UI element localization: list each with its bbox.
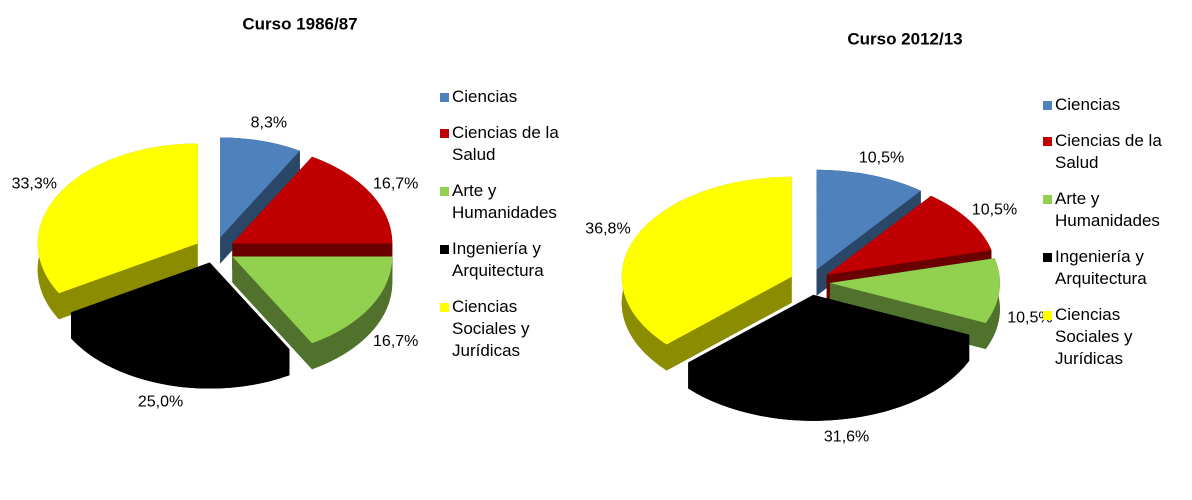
legend-swatch (1043, 253, 1052, 262)
slice-wall (688, 334, 970, 421)
slice (688, 294, 970, 395)
legend-swatch (440, 303, 449, 312)
chart-title: Curso 2012/13 (847, 29, 962, 48)
legend-label: Ciencias de la Salud (1055, 131, 1162, 172)
pie (37, 137, 393, 389)
legend-item: Ciencias de la Salud (1043, 130, 1173, 174)
legend-item: Ciencias Sociales y Jurídicas (440, 296, 580, 362)
legend-item: Arte y Humanidades (440, 180, 580, 224)
legend-label: Ciencias Sociales y Jurídicas (452, 297, 530, 360)
legend-label: Ciencias (1055, 95, 1121, 114)
slice (826, 195, 992, 275)
slice (232, 256, 393, 344)
slice (816, 169, 921, 270)
slice-wall (71, 312, 290, 389)
data-label: 36,8% (585, 221, 630, 238)
legend-item: Ingeniería y Arquitectura (1043, 246, 1173, 290)
legend-swatch (1043, 101, 1052, 110)
data-label: 31,6% (824, 428, 869, 445)
legend-label: Ingeniería y Arquitectura (452, 239, 544, 280)
legend-label: Arte y Humanidades (1055, 189, 1160, 230)
data-label: 8,3% (251, 115, 287, 132)
data-label: 10,5% (1007, 310, 1052, 327)
legend-swatch (440, 245, 449, 254)
data-label: 33,3% (12, 176, 57, 193)
slice-side (232, 256, 313, 370)
slice (37, 143, 198, 294)
legend-label: Ingeniería y Arquitectura (1055, 247, 1147, 288)
pie (621, 169, 1000, 421)
data-label: 10,5% (859, 149, 904, 166)
data-label: 16,7% (373, 333, 418, 350)
data-label: 25,0% (138, 394, 183, 411)
legend-swatch (1043, 137, 1052, 146)
slice-wall (312, 256, 393, 370)
legend-item: Ingeniería y Arquitectura (440, 238, 580, 282)
legend-item: Arte y Humanidades (1043, 188, 1173, 232)
chart-title: Curso 1986/87 (242, 14, 357, 33)
data-label: 10,5% (972, 201, 1017, 218)
legend-item: Ciencias (440, 86, 580, 108)
slice-side (58, 243, 198, 320)
slice (829, 258, 1000, 323)
legend-label: Arte y Humanidades (452, 181, 557, 222)
legend-label: Ciencias de la Salud (452, 123, 559, 164)
legend-swatch (440, 187, 449, 196)
slice (220, 137, 300, 238)
slice-side (666, 276, 792, 371)
slice (71, 262, 290, 363)
legend-item: Ciencias (1043, 94, 1173, 116)
legend-item: Ciencias de la Salud (440, 122, 580, 166)
slice (232, 156, 393, 244)
legend-swatch (440, 93, 449, 102)
legend-swatch (1043, 195, 1052, 204)
data-label: 16,7% (373, 176, 418, 193)
legend-swatch (1043, 311, 1052, 320)
legend-item: Ciencias Sociales y Jurídicas (1043, 304, 1173, 370)
legend-swatch (440, 129, 449, 138)
legend-label: Ciencias (452, 87, 518, 106)
slice (621, 176, 792, 345)
legend-label: Ciencias Sociales y Jurídicas (1055, 305, 1133, 368)
legend: Ciencias Ciencias de la Salud Arte y Human… (1043, 94, 1173, 384)
legend: Ciencias Ciencias de la Salud Arte y Human… (440, 86, 580, 376)
